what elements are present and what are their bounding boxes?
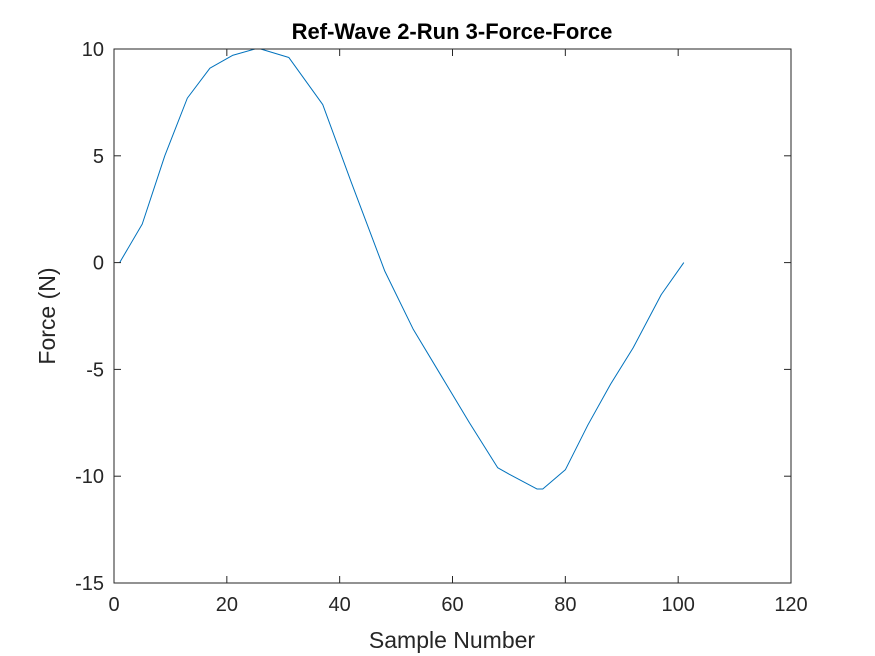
- y-tick-label: 0: [93, 253, 104, 275]
- x-tick-label: 60: [441, 594, 463, 616]
- y-tick-label: 10: [82, 39, 104, 61]
- plot-area: [114, 49, 791, 583]
- y-axis-title: Force (N): [34, 267, 60, 364]
- x-axis-title: Sample Number: [369, 627, 536, 653]
- series-line-0: [119, 48, 685, 490]
- series-layer: [119, 48, 685, 490]
- x-tick-label: 120: [774, 594, 807, 616]
- chart-title: Ref-Wave 2-Run 3-Force-Force: [292, 19, 613, 44]
- y-tick-label: -5: [86, 359, 104, 381]
- x-axis-ticks: 0 20 40 60 80 100 120: [108, 49, 808, 616]
- x-tick-label: 20: [216, 594, 238, 616]
- y-tick-label: 5: [93, 146, 104, 168]
- x-tick-label: 0: [108, 594, 119, 616]
- y-tick-label: -10: [75, 466, 104, 488]
- x-tick-label: 40: [329, 594, 351, 616]
- y-tick-label: -15: [75, 573, 104, 595]
- x-tick-label: 80: [554, 594, 576, 616]
- y-axis-ticks: -15 -10 -5 0 5 10: [75, 39, 791, 595]
- x-tick-label: 100: [661, 594, 694, 616]
